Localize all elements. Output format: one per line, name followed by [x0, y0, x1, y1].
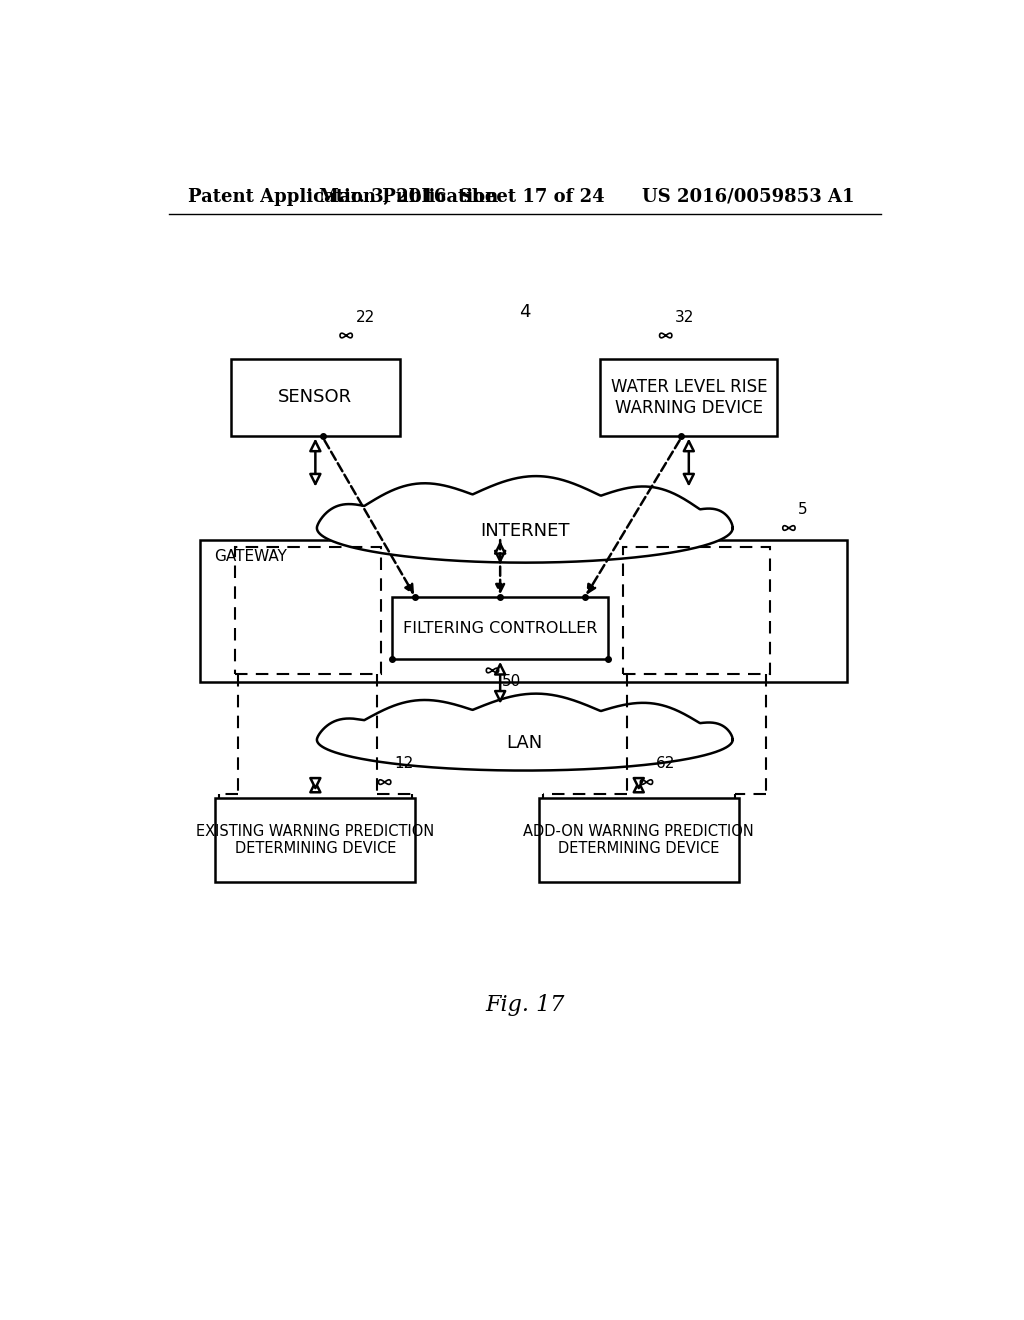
Text: 5: 5 [798, 502, 808, 517]
Text: US 2016/0059853 A1: US 2016/0059853 A1 [642, 187, 854, 206]
Text: FILTERING CONTROLLER: FILTERING CONTROLLER [403, 620, 597, 636]
Text: 50: 50 [502, 675, 521, 689]
Text: Fig. 17: Fig. 17 [485, 994, 564, 1016]
Text: GATEWAY: GATEWAY [214, 549, 287, 564]
Text: WATER LEVEL RISE
WARNING DEVICE: WATER LEVEL RISE WARNING DEVICE [610, 378, 767, 417]
Polygon shape [316, 693, 733, 771]
Bar [392, 597, 608, 659]
Bar [234, 548, 381, 675]
Text: INTERNET: INTERNET [480, 523, 569, 540]
Bar [600, 359, 777, 436]
Text: EXISTING WARNING PREDICTION
DETERMINING DEVICE: EXISTING WARNING PREDICTION DETERMINING … [197, 824, 434, 857]
Text: 62: 62 [655, 756, 675, 771]
Text: 22: 22 [355, 310, 375, 325]
Bar [215, 797, 416, 882]
Bar [624, 548, 770, 675]
Polygon shape [316, 477, 733, 562]
Bar [539, 797, 739, 882]
Text: 32: 32 [675, 310, 694, 325]
Text: ADD-ON WARNING PREDICTION
DETERMINING DEVICE: ADD-ON WARNING PREDICTION DETERMINING DE… [523, 824, 754, 857]
Bar [200, 540, 847, 682]
Bar [230, 359, 400, 436]
Text: Mar. 3, 2016  Sheet 17 of 24: Mar. 3, 2016 Sheet 17 of 24 [318, 187, 604, 206]
Text: SENSOR: SENSOR [279, 388, 352, 407]
Text: 4: 4 [519, 304, 530, 321]
Text: Patent Application Publication: Patent Application Publication [188, 187, 499, 206]
Text: 12: 12 [394, 756, 413, 771]
Text: LAN: LAN [507, 734, 543, 752]
